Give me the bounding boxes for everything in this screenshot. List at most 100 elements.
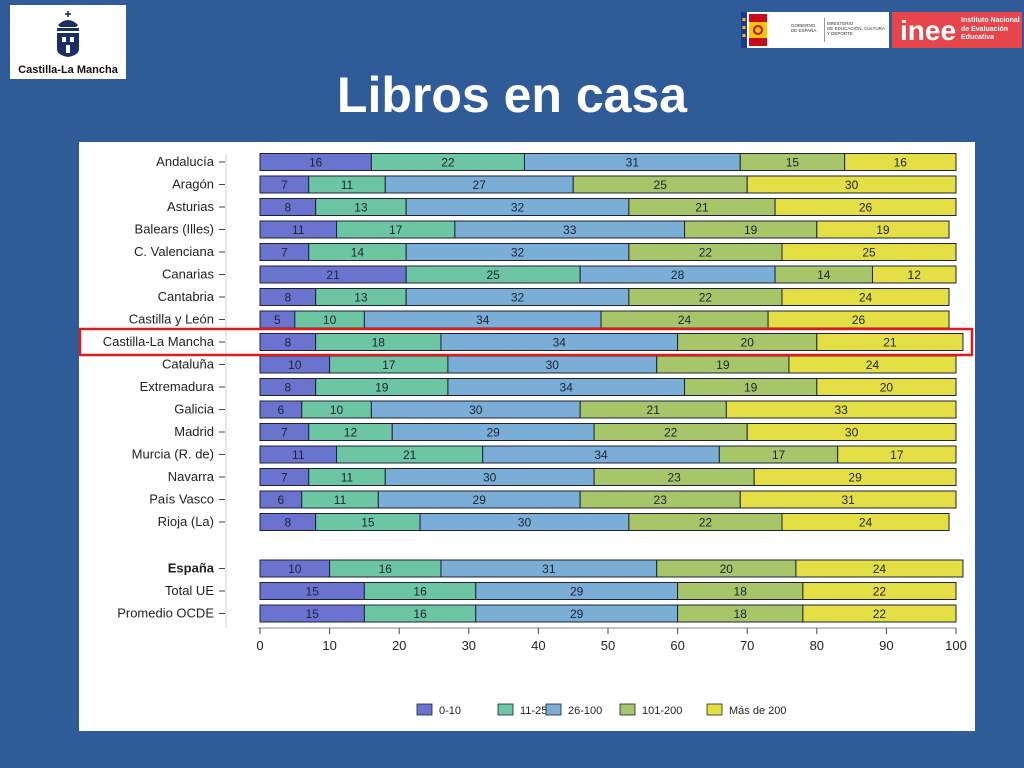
bar-value-label: 34 <box>594 448 608 462</box>
bar-value-label: 16 <box>379 562 393 576</box>
inee-line-3: Educativa <box>961 34 995 41</box>
bar-value-label: 13 <box>354 201 368 215</box>
legend-label: 26-100 <box>568 705 602 717</box>
category-label: Aragón <box>172 177 214 192</box>
legend-label: Más de 200 <box>729 705 786 717</box>
category-label: Cataluña <box>162 357 215 372</box>
page-title: Libros en casa <box>336 67 688 123</box>
bar-value-label: 16 <box>413 585 427 599</box>
bar-value-label: 29 <box>486 426 500 440</box>
category-label: País Vasco <box>149 492 214 507</box>
category-label: España <box>168 561 215 576</box>
gov-line-4: DE EDUCACIÓN, CULTURA <box>827 26 885 31</box>
bar-value-label: 24 <box>859 291 873 305</box>
bar-value-label: 7 <box>281 178 288 192</box>
bar-value-label: 27 <box>473 178 487 192</box>
x-tick-label: 70 <box>740 638 754 653</box>
category-label: Madrid <box>174 424 214 439</box>
bar-value-label: 19 <box>744 381 758 395</box>
bar-value-label: 22 <box>699 516 713 530</box>
category-label: Cantabria <box>158 289 215 304</box>
bar-value-label: 15 <box>306 585 320 599</box>
bar-value-label: 31 <box>542 562 556 576</box>
bar-value-label: 10 <box>288 358 302 372</box>
category-label: Asturias <box>167 199 214 214</box>
bar-value-label: 24 <box>678 313 692 327</box>
bar-value-label: 33 <box>563 223 577 237</box>
bar-value-label: 14 <box>817 268 831 282</box>
bar-value-label: 17 <box>772 448 786 462</box>
bar-value-label: 21 <box>883 336 897 350</box>
bar-value-label: 28 <box>671 268 685 282</box>
bar-segment <box>739 490 957 509</box>
x-tick-label: 60 <box>670 638 684 653</box>
logo-caption: Castilla-La Mancha <box>18 64 118 76</box>
bar-value-label: 6 <box>278 493 285 507</box>
category-label: C. Valenciana <box>134 244 215 259</box>
x-tick-label: 30 <box>462 638 476 653</box>
x-tick-label: 10 <box>322 638 336 653</box>
bar-value-label: 21 <box>326 268 340 282</box>
bar-value-label: 30 <box>546 358 560 372</box>
gov-line-3: MINISTERIO <box>827 21 854 26</box>
category-label: Total UE <box>165 583 214 598</box>
bar-segment <box>816 220 950 239</box>
x-tick-label: 20 <box>392 638 406 653</box>
bar-value-label: 20 <box>741 336 755 350</box>
bar-value-label: 30 <box>469 403 483 417</box>
bar-value-label: 8 <box>284 201 291 215</box>
bar-value-label: 13 <box>354 291 368 305</box>
bar-value-label: 10 <box>288 562 302 576</box>
bar-value-label: 12 <box>344 426 358 440</box>
inee-line-1: Instituto Nacional <box>961 17 1020 24</box>
bar-value-label: 19 <box>375 381 389 395</box>
bar-value-label: 21 <box>403 448 417 462</box>
bar-segment <box>781 288 950 306</box>
bar-value-label: 6 <box>278 403 285 417</box>
bar-value-label: 18 <box>734 585 748 599</box>
gobierno-espana-logo: GOBIERNO DE ESPAÑA MINISTERIO DE EDUCACI… <box>741 12 889 48</box>
bar-value-label: 23 <box>667 471 681 485</box>
bar-value-label: 31 <box>841 493 855 507</box>
legend-label: 101-200 <box>642 705 682 717</box>
bar-value-label: 14 <box>351 246 365 260</box>
bar-value-label: 24 <box>859 516 873 530</box>
bar-segment <box>753 468 957 486</box>
legend-label: 11-25 <box>520 705 547 717</box>
legend-label: 0-10 <box>439 705 461 717</box>
bar-value-label: 25 <box>486 268 500 282</box>
bar-value-label: 22 <box>873 585 887 599</box>
x-tick-label: 80 <box>810 638 824 653</box>
bar-value-label: 7 <box>281 246 288 260</box>
bar-value-label: 11 <box>334 493 347 507</box>
highlight-box <box>79 327 974 357</box>
bar-value-label: 19 <box>876 223 890 237</box>
bar-value-label: 5 <box>274 313 281 327</box>
bar-value-label: 10 <box>330 403 344 417</box>
bar-value-label: 15 <box>786 156 800 170</box>
castilla-la-mancha-logo: Castilla-La Mancha <box>10 5 126 79</box>
bar-value-label: 8 <box>284 291 291 305</box>
bar-value-label: 22 <box>699 291 713 305</box>
bar-value-label: 12 <box>908 268 922 282</box>
bar-value-label: 23 <box>654 493 668 507</box>
gov-line-2: DE ESPAÑA <box>791 28 817 33</box>
bar-value-label: 30 <box>483 471 497 485</box>
category-label: Navarra <box>168 469 215 484</box>
bar-value-label: 29 <box>848 471 862 485</box>
bar-value-label: 16 <box>413 607 427 621</box>
bar-value-label: 21 <box>647 403 661 417</box>
bar-segment <box>746 175 957 194</box>
bar-segment <box>837 445 957 464</box>
category-label: Balears (Illes) <box>135 222 214 237</box>
bar-value-label: 20 <box>880 381 894 395</box>
legend-swatch <box>706 703 723 716</box>
bar-segment <box>781 513 950 531</box>
bar-value-label: 33 <box>834 403 848 417</box>
x-tick-label: 50 <box>601 638 615 653</box>
bar-segment <box>871 265 957 284</box>
bar-value-label: 11 <box>292 448 305 462</box>
bar-segment <box>816 333 964 351</box>
category-label: Extremadura <box>140 379 215 394</box>
